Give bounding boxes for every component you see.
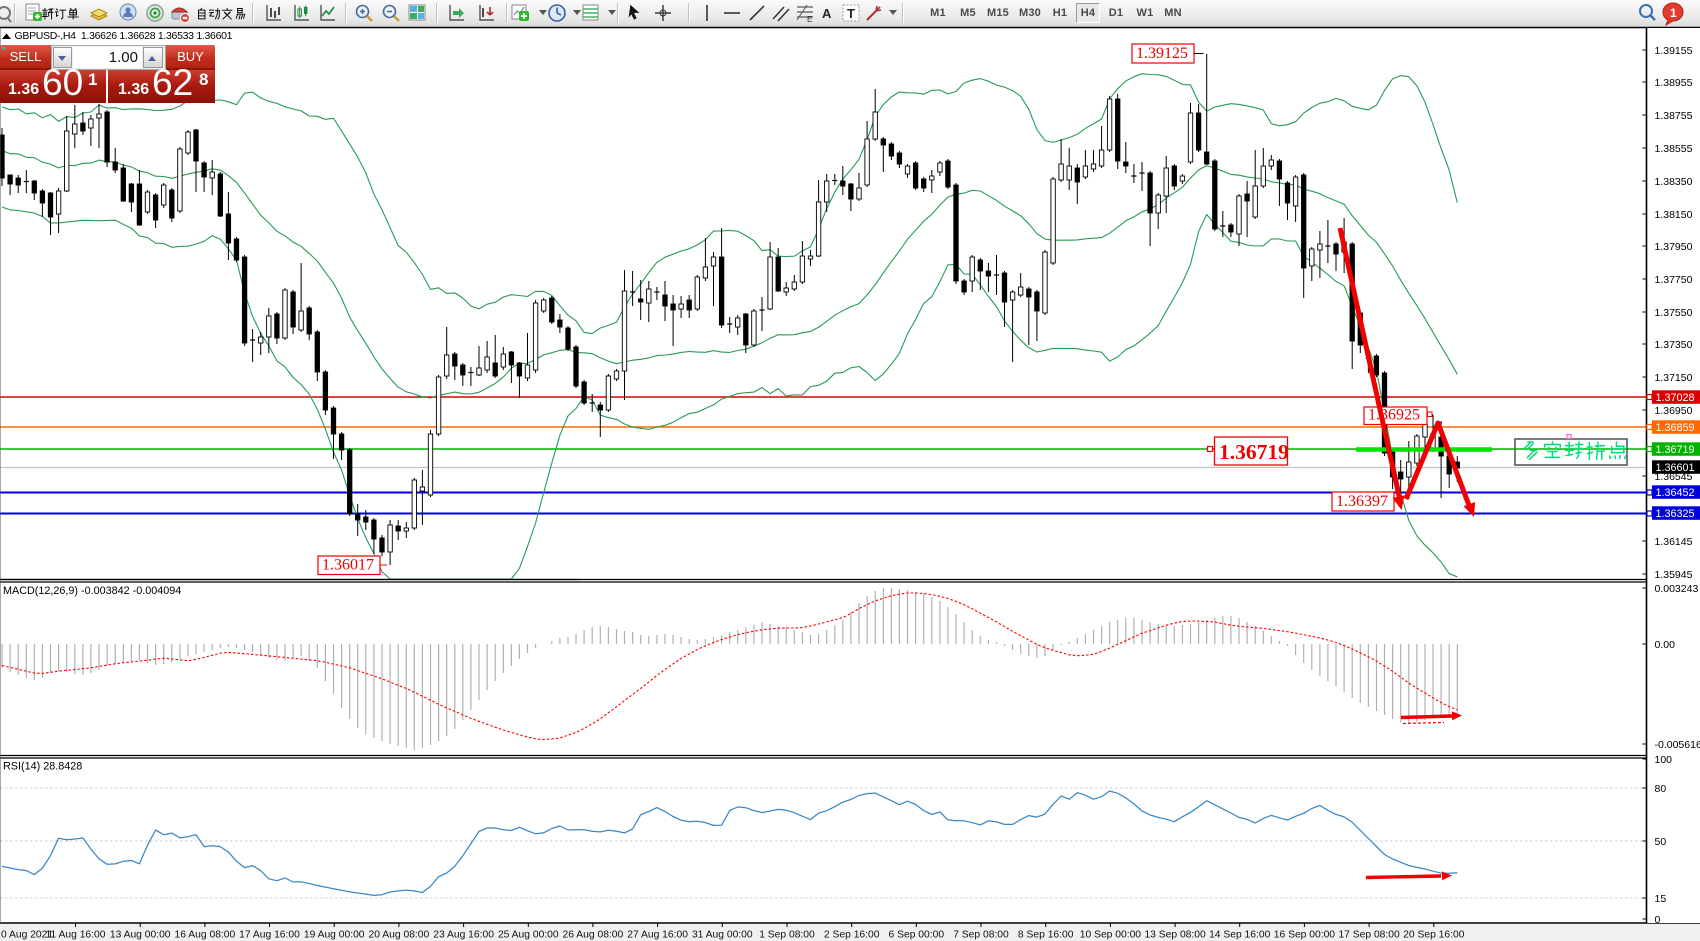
svg-text:0.00: 0.00 <box>1655 639 1676 651</box>
svg-text:1: 1 <box>1670 6 1677 20</box>
svg-text:8 Sep 16:00: 8 Sep 16:00 <box>1018 930 1074 941</box>
svg-text:1.37350: 1.37350 <box>1655 339 1693 351</box>
svg-text:25 Aug 00:00: 25 Aug 00:00 <box>498 930 559 941</box>
svg-text:17 Aug 16:00: 17 Aug 16:00 <box>239 930 300 941</box>
svg-text:13 Aug 00:00: 13 Aug 00:00 <box>110 930 171 941</box>
svg-text:10 Sep 00:00: 10 Sep 00:00 <box>1080 930 1142 941</box>
svg-text:1 Sep 08:00: 1 Sep 08:00 <box>759 930 815 941</box>
svg-text:1.36017: 1.36017 <box>322 557 374 574</box>
svg-text:1.38150: 1.38150 <box>1655 209 1693 221</box>
svg-text:RSI(14) 28.8428: RSI(14) 28.8428 <box>3 761 82 773</box>
svg-text:1.36452: 1.36452 <box>1656 487 1695 499</box>
svg-text:6 Sep 00:00: 6 Sep 00:00 <box>889 930 945 941</box>
svg-text:23 Aug 16:00: 23 Aug 16:00 <box>433 930 494 941</box>
svg-text:1.36601: 1.36601 <box>1656 462 1695 474</box>
svg-text:20 Sep 16:00: 20 Sep 16:00 <box>1403 930 1465 941</box>
svg-text:1.36719: 1.36719 <box>1656 444 1695 456</box>
svg-text:20 Aug 08:00: 20 Aug 08:00 <box>369 930 430 941</box>
svg-text:1.35945: 1.35945 <box>1655 569 1693 581</box>
svg-text:-0.005616: -0.005616 <box>1655 739 1700 751</box>
svg-text:1.36325: 1.36325 <box>1656 508 1695 520</box>
svg-text:31 Aug 00:00: 31 Aug 00:00 <box>692 930 753 941</box>
svg-text:100: 100 <box>1655 754 1673 766</box>
svg-text:1.37950: 1.37950 <box>1655 241 1693 253</box>
svg-text:1.36397: 1.36397 <box>1336 493 1388 510</box>
svg-text:1.38555: 1.38555 <box>1655 143 1693 155</box>
svg-text:1.38350: 1.38350 <box>1655 176 1693 188</box>
svg-text:0 Aug 2021: 0 Aug 2021 <box>1 930 53 941</box>
svg-text:11 Aug 16:00: 11 Aug 16:00 <box>46 930 106 941</box>
svg-text:1.38755: 1.38755 <box>1655 110 1693 122</box>
svg-text:1.36719: 1.36719 <box>1219 440 1289 464</box>
svg-text:MACD(12,26,9) -0.003842 -0.004: MACD(12,26,9) -0.003842 -0.004094 <box>3 585 181 597</box>
svg-text:T: T <box>847 6 855 21</box>
svg-text:50: 50 <box>1655 836 1667 848</box>
svg-text:26 Aug 08:00: 26 Aug 08:00 <box>563 930 624 941</box>
svg-text:80: 80 <box>1655 783 1667 795</box>
svg-text:1.36925: 1.36925 <box>1368 407 1420 424</box>
svg-text:19 Aug 00:00: 19 Aug 00:00 <box>304 930 365 941</box>
svg-text:1.36950: 1.36950 <box>1655 405 1693 417</box>
svg-text:1.39155: 1.39155 <box>1655 45 1693 57</box>
svg-text:1.37150: 1.37150 <box>1655 372 1693 384</box>
svg-text:1.36859: 1.36859 <box>1656 422 1695 434</box>
svg-text:E: E <box>807 15 812 24</box>
svg-text:2 Sep 16:00: 2 Sep 16:00 <box>824 930 880 941</box>
svg-text:1.37028: 1.37028 <box>1656 392 1695 404</box>
svg-text:1.37550: 1.37550 <box>1655 307 1693 319</box>
svg-text:15: 15 <box>1655 893 1667 905</box>
svg-text:14 Sep 16:00: 14 Sep 16:00 <box>1209 930 1271 941</box>
svg-text:13 Sep 08:00: 13 Sep 08:00 <box>1144 930 1206 941</box>
svg-text:1.39125: 1.39125 <box>1136 45 1188 62</box>
svg-text:0.003243: 0.003243 <box>1655 583 1699 595</box>
svg-text:1.36145: 1.36145 <box>1655 536 1693 548</box>
svg-text:GBPUSD-,H4 1.36626 1.36628 1.: GBPUSD-,H4 1.36626 1.36628 1.36533 1.366… <box>15 30 233 42</box>
svg-text:16 Sep 00:00: 16 Sep 00:00 <box>1274 930 1336 941</box>
svg-text:0: 0 <box>1655 914 1661 926</box>
svg-text:27 Aug 16:00: 27 Aug 16:00 <box>627 930 688 941</box>
svg-text:16 Aug 08:00: 16 Aug 08:00 <box>175 930 236 941</box>
svg-text:1.37750: 1.37750 <box>1655 274 1693 286</box>
svg-text:1.38955: 1.38955 <box>1655 77 1693 89</box>
svg-text:17 Sep 08:00: 17 Sep 08:00 <box>1338 930 1400 941</box>
svg-text:7 Sep 08:00: 7 Sep 08:00 <box>953 930 1009 941</box>
